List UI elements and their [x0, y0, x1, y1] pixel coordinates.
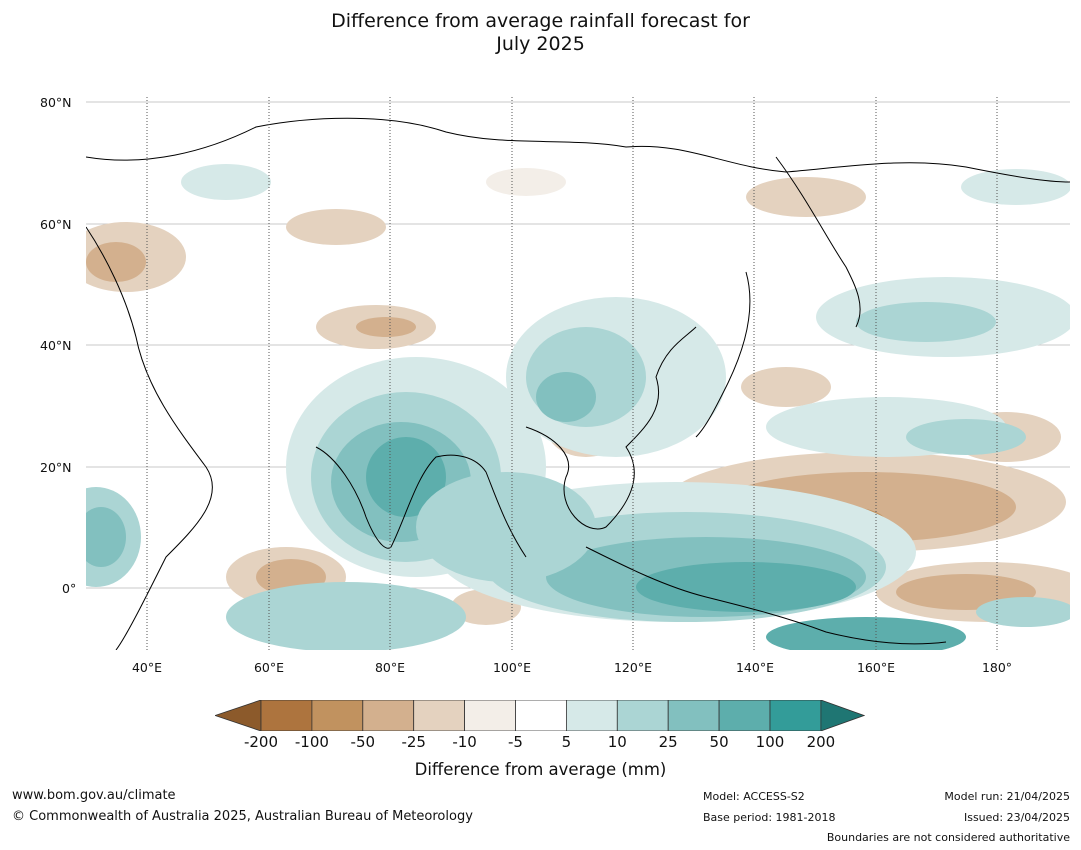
colorbar-tick-label: -25 — [401, 733, 426, 751]
lon-label-180: 180° — [981, 660, 1013, 675]
lat-label-40n: 40°N — [40, 338, 72, 353]
lat-label-20n: 20°N — [40, 460, 72, 475]
title-line-1: Difference from average rainfall forecas… — [331, 10, 750, 32]
colorbar-arrow-low — [213, 699, 262, 732]
website-link[interactable]: www.bom.gov.au/climate — [12, 788, 176, 803]
colorbar-segment — [515, 699, 567, 732]
longitude-gridlines — [146, 97, 998, 650]
colorbar-tick-label: 25 — [658, 733, 678, 751]
lon-label-120e: 120°E — [613, 660, 652, 675]
lon-label-60e: 60°E — [253, 660, 285, 675]
map-svg — [86, 97, 1070, 650]
lon-label-100e: 100°E — [492, 660, 531, 675]
colorbar-segment — [769, 699, 822, 732]
colorbar-tick-label: 10 — [607, 733, 627, 751]
colorbar-arrow-high — [820, 699, 866, 732]
colorbar-segment — [362, 699, 415, 732]
base-period-text: Base period: 1981-2018 — [703, 811, 836, 824]
lon-label-160e: 160°E — [856, 660, 895, 675]
colorbar-segment — [616, 699, 669, 732]
model-run-text: Model run: 21/04/2025 — [944, 790, 1070, 803]
issued-text: Issued: 23/04/2025 — [963, 811, 1070, 824]
lat-label-0: 0° — [62, 581, 77, 596]
model-text: Model: ACCESS-S2 — [703, 790, 805, 803]
colorbar-tick-label: -10 — [452, 733, 477, 751]
copyright-text: © Commonwealth of Australia 2025, Austra… — [12, 809, 473, 824]
colorbar — [213, 699, 866, 732]
colorbar-tick-label: -5 — [508, 733, 523, 751]
colorbar-segment — [718, 699, 771, 732]
colorbar-tick-label: 50 — [709, 733, 729, 751]
colorbar-segment — [464, 699, 516, 732]
lon-label-40e: 40°E — [131, 660, 163, 675]
colorbar-segment — [260, 699, 313, 732]
lat-label-80n: 80°N — [40, 95, 72, 110]
colorbar-tick-label: -50 — [350, 733, 376, 751]
title-line-2: July 2025 — [496, 33, 585, 55]
map-title: Difference from average rainfall forecas… — [0, 10, 1081, 56]
colorbar-segment — [667, 699, 720, 732]
colorbar-segment — [565, 699, 618, 732]
rainfall-map — [86, 97, 1070, 650]
coastlines — [86, 117, 1070, 650]
wetter-anomaly-regions — [86, 164, 1070, 650]
colorbar-tick-label: 100 — [755, 733, 785, 751]
lon-label-80e: 80°E — [374, 660, 406, 675]
colorbar-tick-label: -100 — [294, 733, 329, 751]
colorbar-segment — [413, 699, 465, 732]
colorbar-segment — [311, 699, 364, 732]
colorbar-tick-label: -200 — [243, 733, 279, 751]
disclaimer-text: Boundaries are not considered authoritat… — [826, 831, 1070, 844]
colorbar-title: Difference from average (mm) — [414, 760, 667, 779]
colorbar-tick-label: 200 — [806, 733, 836, 751]
colorbar-tick-label: 5 — [561, 733, 572, 751]
lon-label-140e: 140°E — [735, 660, 774, 675]
lat-label-60n: 60°N — [40, 217, 72, 232]
colorbar-svg — [213, 699, 866, 732]
